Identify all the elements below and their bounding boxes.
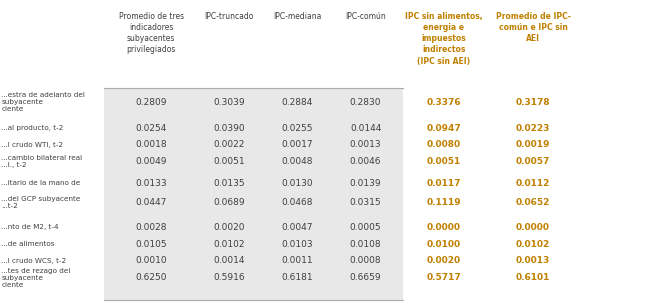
Text: 0.0008: 0.0008: [350, 256, 382, 265]
Text: 0.2809: 0.2809: [135, 98, 167, 107]
Text: 0.0080: 0.0080: [426, 140, 461, 149]
Text: 0.0135: 0.0135: [213, 178, 245, 188]
Text: ...nto de M2, t-4: ...nto de M2, t-4: [1, 224, 59, 230]
Text: 0.0049: 0.0049: [135, 157, 167, 166]
Text: ...l crudo WTI, t-2: ...l crudo WTI, t-2: [1, 142, 64, 148]
Text: 0.0105: 0.0105: [135, 239, 167, 249]
Text: 0.0047: 0.0047: [281, 223, 313, 232]
Text: 0.6101: 0.6101: [516, 273, 550, 282]
Text: IPC sin alimentos,
energia e
impuestos
indirectos
(IPC sin AEI): IPC sin alimentos, energia e impuestos i…: [405, 12, 482, 66]
Text: 0.5717: 0.5717: [426, 273, 461, 282]
Text: 0.6659: 0.6659: [350, 273, 382, 282]
Text: 0.0011: 0.0011: [281, 256, 313, 265]
Text: 0.0048: 0.0048: [281, 157, 313, 166]
Text: ...al producto, t-2: ...al producto, t-2: [1, 125, 64, 131]
Text: ...del GCP subyacente
...t-2: ...del GCP subyacente ...t-2: [1, 196, 81, 209]
Text: 0.3376: 0.3376: [426, 98, 461, 107]
Text: 0.0947: 0.0947: [426, 124, 461, 133]
Text: 0.0018: 0.0018: [135, 140, 167, 149]
Text: 0.0315: 0.0315: [350, 198, 382, 207]
Text: IPC-mediana: IPC-mediana: [273, 12, 322, 21]
Text: 0.3039: 0.3039: [213, 98, 245, 107]
Text: ...cambio bilateral real
...l., t-2: ...cambio bilateral real ...l., t-2: [1, 155, 83, 168]
Text: ...tes de rezago del
subyacente
ciente: ...tes de rezago del subyacente ciente: [1, 267, 71, 288]
Text: 0.0133: 0.0133: [135, 178, 167, 188]
Text: 0.0447: 0.0447: [135, 198, 167, 207]
Text: 0.0102: 0.0102: [516, 239, 550, 249]
Text: 0.2884: 0.2884: [281, 98, 313, 107]
Text: 0.0468: 0.0468: [281, 198, 313, 207]
Text: ...l crudo WCS, t-2: ...l crudo WCS, t-2: [1, 258, 66, 264]
Text: 0.6250: 0.6250: [135, 273, 167, 282]
Text: 0.0100: 0.0100: [426, 239, 461, 249]
Text: 0.0046: 0.0046: [350, 157, 382, 166]
Text: 0.0010: 0.0010: [135, 256, 167, 265]
Text: 0.0139: 0.0139: [350, 178, 382, 188]
Text: 0.0117: 0.0117: [426, 178, 461, 188]
Text: 0.3178: 0.3178: [515, 98, 551, 107]
Text: 0.0652: 0.0652: [516, 198, 550, 207]
Text: ...de alimentos: ...de alimentos: [1, 241, 55, 247]
Text: 0.0020: 0.0020: [213, 223, 245, 232]
Text: 0.6181: 0.6181: [281, 273, 313, 282]
Text: 0.0017: 0.0017: [281, 140, 313, 149]
Text: 0.0022: 0.0022: [213, 140, 245, 149]
Text: ...itario de la mano de: ...itario de la mano de: [1, 180, 81, 186]
Text: 0.5916: 0.5916: [213, 273, 245, 282]
Text: 0.0005: 0.0005: [350, 223, 382, 232]
Text: 0.0019: 0.0019: [516, 140, 550, 149]
Text: 0.2830: 0.2830: [350, 98, 382, 107]
Text: Promedio de tres
indicadores
subyacentes
privilegiados: Promedio de tres indicadores subyacentes…: [118, 12, 184, 55]
Text: 0.0014: 0.0014: [213, 256, 245, 265]
Text: 0.0013: 0.0013: [350, 140, 382, 149]
Text: 0.0390: 0.0390: [213, 124, 245, 133]
Text: IPC-común: IPC-común: [345, 12, 386, 21]
Text: 0.0255: 0.0255: [281, 124, 313, 133]
Text: 0.0689: 0.0689: [213, 198, 245, 207]
Text: 0.0103: 0.0103: [281, 239, 313, 249]
Text: 0.0102: 0.0102: [213, 239, 245, 249]
Text: 0.0254: 0.0254: [135, 124, 167, 133]
Text: 0.0112: 0.0112: [516, 178, 550, 188]
Text: 0.0020: 0.0020: [426, 256, 461, 265]
Text: Promedio de IPC-
común e IPC sin
AEI: Promedio de IPC- común e IPC sin AEI: [495, 12, 571, 43]
Text: 0.0223: 0.0223: [516, 124, 550, 133]
Text: ...estra de adelanto del
subyacente
ciente: ...estra de adelanto del subyacente cien…: [1, 92, 85, 112]
Text: 0.0108: 0.0108: [350, 239, 382, 249]
Text: 0.0000: 0.0000: [516, 223, 550, 232]
Text: 0.0051: 0.0051: [426, 157, 461, 166]
Text: 0.1119: 0.1119: [426, 198, 461, 207]
Text: 0.0130: 0.0130: [281, 178, 313, 188]
Text: 0.0144: 0.0144: [350, 124, 382, 133]
Text: 0.0013: 0.0013: [516, 256, 550, 265]
Text: 0.0028: 0.0028: [135, 223, 167, 232]
Text: 0.0057: 0.0057: [516, 157, 550, 166]
Text: 0.0051: 0.0051: [213, 157, 245, 166]
Text: 0.0000: 0.0000: [426, 223, 461, 232]
Text: IPC-truncado: IPC-truncado: [205, 12, 254, 21]
